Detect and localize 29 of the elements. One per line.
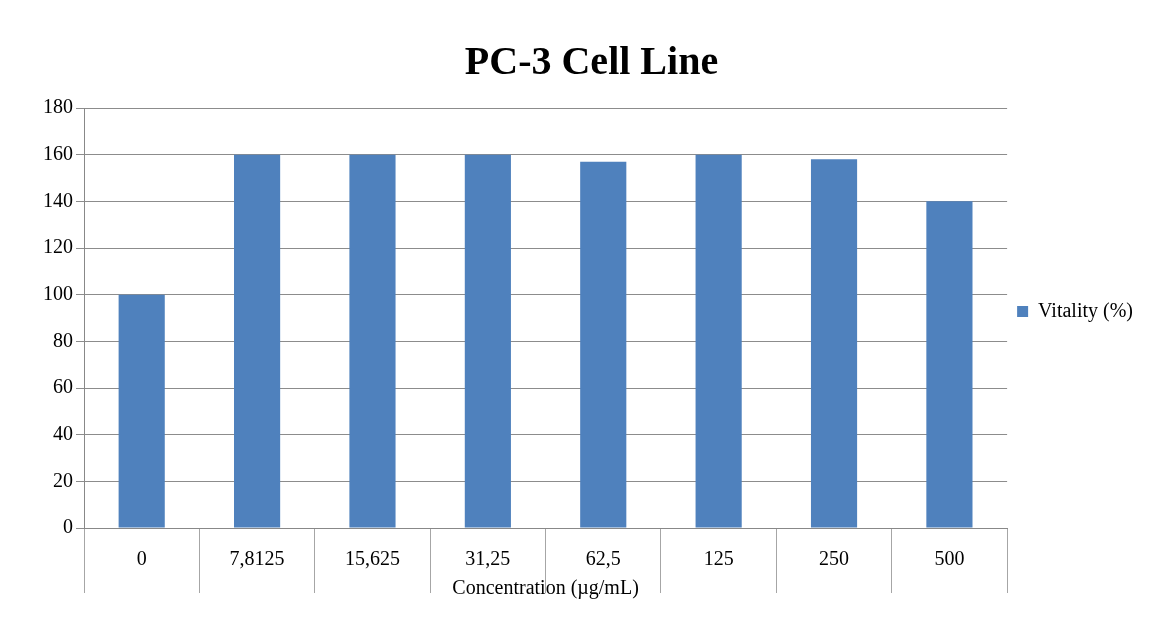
x-tick-label: 62,5 xyxy=(585,547,621,570)
x-tick-label: 500 xyxy=(934,547,965,570)
y-tick-label: 80 xyxy=(53,328,73,351)
bar xyxy=(234,154,281,528)
legend-label: Vitality (%) xyxy=(1038,298,1134,322)
y-tick-label: 40 xyxy=(53,421,73,444)
x-tick-label: 15,625 xyxy=(344,547,400,570)
y-tick-label: 160 xyxy=(43,141,73,164)
y-tick-label: 180 xyxy=(43,95,73,118)
x-tick-label: 250 xyxy=(819,547,850,570)
x-tick-label: 7,8125 xyxy=(229,547,285,570)
x-tick-label: 125 xyxy=(703,547,734,570)
bar xyxy=(926,201,973,528)
bar xyxy=(695,154,742,528)
x-tick-label: 31,25 xyxy=(465,547,511,570)
y-tick-label: 20 xyxy=(53,468,73,491)
bar xyxy=(580,161,627,528)
bar xyxy=(810,159,858,528)
y-tick-label: 120 xyxy=(43,235,73,258)
y-tick-label: 0 xyxy=(63,515,73,538)
y-tick-label: 60 xyxy=(53,375,73,398)
chart-title: PC-3 Cell Line xyxy=(464,38,719,84)
x-tick-label: 0 xyxy=(136,547,147,570)
x-axis-title: Concentration (µg/mL) xyxy=(452,576,639,600)
bar xyxy=(118,294,165,528)
bar xyxy=(464,154,511,528)
y-tick-label: 100 xyxy=(43,281,73,304)
bar xyxy=(349,154,396,528)
y-tick-label: 140 xyxy=(43,188,73,211)
